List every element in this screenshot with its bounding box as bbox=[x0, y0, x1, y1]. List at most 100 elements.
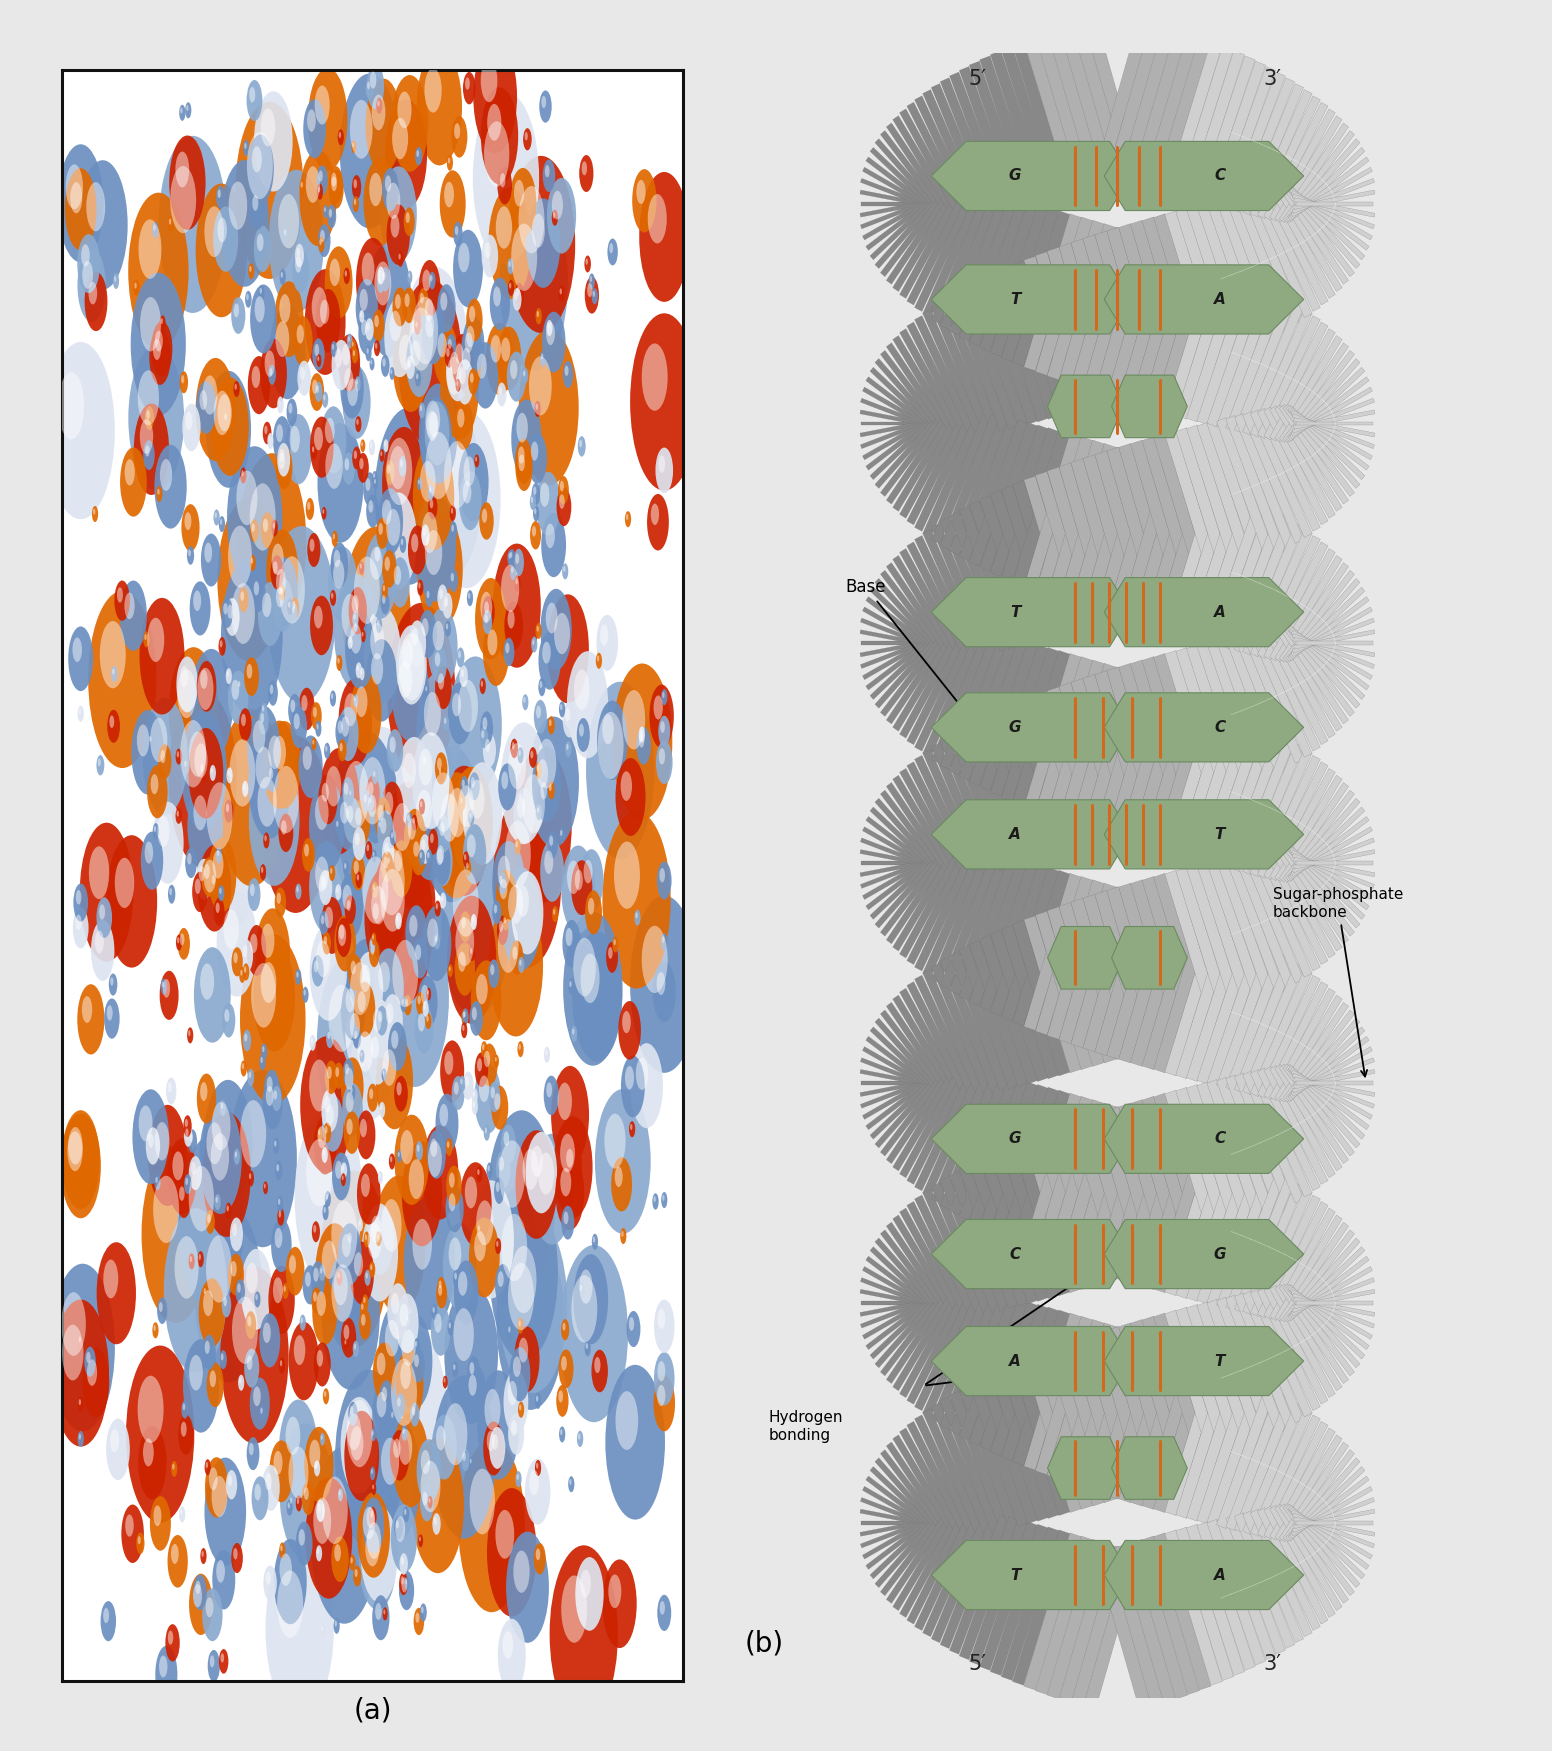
Circle shape bbox=[372, 1485, 374, 1490]
Polygon shape bbox=[1083, 674, 1141, 835]
Circle shape bbox=[372, 476, 379, 490]
Polygon shape bbox=[1094, 1114, 1152, 1275]
Circle shape bbox=[449, 967, 450, 972]
Polygon shape bbox=[871, 368, 947, 441]
Circle shape bbox=[292, 249, 309, 292]
Circle shape bbox=[306, 1271, 310, 1287]
Circle shape bbox=[511, 552, 512, 559]
Polygon shape bbox=[1293, 1497, 1375, 1532]
Polygon shape bbox=[979, 203, 1038, 352]
Polygon shape bbox=[1294, 858, 1375, 877]
Text: G: G bbox=[1214, 1247, 1226, 1261]
Circle shape bbox=[417, 975, 438, 1028]
Circle shape bbox=[359, 312, 374, 355]
Circle shape bbox=[470, 1459, 472, 1464]
Circle shape bbox=[343, 527, 411, 704]
Circle shape bbox=[369, 895, 386, 940]
Circle shape bbox=[335, 348, 341, 368]
Circle shape bbox=[366, 65, 385, 109]
Circle shape bbox=[341, 1234, 351, 1257]
Polygon shape bbox=[1153, 476, 1211, 634]
Circle shape bbox=[400, 1576, 404, 1585]
Circle shape bbox=[228, 1070, 296, 1247]
Circle shape bbox=[154, 1175, 178, 1243]
Circle shape bbox=[449, 569, 458, 592]
Polygon shape bbox=[1226, 854, 1285, 995]
Polygon shape bbox=[1257, 755, 1321, 879]
Polygon shape bbox=[880, 1450, 951, 1541]
Circle shape bbox=[435, 937, 438, 942]
Circle shape bbox=[422, 756, 425, 765]
Circle shape bbox=[338, 1490, 341, 1495]
Polygon shape bbox=[979, 496, 1038, 644]
Circle shape bbox=[539, 632, 560, 690]
Circle shape bbox=[106, 1418, 130, 1480]
Circle shape bbox=[312, 338, 324, 371]
Circle shape bbox=[385, 557, 390, 571]
Polygon shape bbox=[860, 179, 942, 214]
Circle shape bbox=[508, 1326, 511, 1333]
Circle shape bbox=[508, 257, 514, 275]
Circle shape bbox=[199, 865, 205, 881]
Circle shape bbox=[386, 182, 400, 219]
Circle shape bbox=[258, 777, 276, 826]
Circle shape bbox=[96, 898, 112, 939]
Circle shape bbox=[248, 728, 290, 839]
Circle shape bbox=[309, 1059, 329, 1112]
Circle shape bbox=[503, 1632, 514, 1658]
Circle shape bbox=[608, 1574, 621, 1607]
Polygon shape bbox=[1270, 109, 1335, 221]
Circle shape bbox=[515, 284, 525, 306]
Circle shape bbox=[351, 1014, 391, 1119]
Polygon shape bbox=[1274, 186, 1342, 291]
Circle shape bbox=[365, 1530, 379, 1567]
Polygon shape bbox=[1071, 1546, 1128, 1707]
Circle shape bbox=[369, 357, 374, 371]
Circle shape bbox=[427, 590, 430, 599]
Circle shape bbox=[157, 816, 169, 847]
Circle shape bbox=[366, 82, 369, 89]
Circle shape bbox=[379, 524, 383, 534]
Circle shape bbox=[267, 432, 273, 448]
Circle shape bbox=[282, 226, 289, 243]
Circle shape bbox=[433, 322, 458, 385]
Polygon shape bbox=[990, 930, 1048, 1082]
Circle shape bbox=[417, 1534, 424, 1548]
Circle shape bbox=[498, 1620, 526, 1691]
Circle shape bbox=[481, 681, 483, 686]
Circle shape bbox=[435, 651, 441, 667]
Polygon shape bbox=[1197, 56, 1256, 205]
Polygon shape bbox=[863, 1266, 944, 1317]
Circle shape bbox=[442, 714, 449, 732]
Circle shape bbox=[345, 368, 354, 390]
Circle shape bbox=[360, 289, 368, 310]
Circle shape bbox=[422, 1002, 428, 1017]
Circle shape bbox=[275, 1140, 276, 1147]
Polygon shape bbox=[1234, 298, 1294, 434]
Circle shape bbox=[182, 711, 227, 830]
Text: T: T bbox=[1215, 826, 1225, 842]
Circle shape bbox=[286, 1247, 304, 1296]
Circle shape bbox=[199, 1103, 242, 1213]
Circle shape bbox=[509, 1347, 531, 1401]
Circle shape bbox=[461, 1079, 462, 1084]
Circle shape bbox=[404, 1196, 455, 1329]
Polygon shape bbox=[1083, 16, 1141, 177]
Circle shape bbox=[248, 755, 300, 886]
Circle shape bbox=[369, 546, 382, 580]
Circle shape bbox=[369, 1508, 377, 1527]
Polygon shape bbox=[1058, 1103, 1116, 1264]
Polygon shape bbox=[1284, 1010, 1355, 1101]
Circle shape bbox=[354, 982, 376, 1037]
Circle shape bbox=[553, 210, 559, 226]
Circle shape bbox=[261, 961, 276, 1003]
Circle shape bbox=[476, 1166, 483, 1182]
Circle shape bbox=[310, 1446, 379, 1623]
Circle shape bbox=[560, 289, 562, 294]
Circle shape bbox=[314, 1343, 331, 1387]
Polygon shape bbox=[1290, 1508, 1369, 1569]
Polygon shape bbox=[1274, 116, 1342, 222]
Polygon shape bbox=[1001, 648, 1058, 800]
Circle shape bbox=[341, 1319, 357, 1357]
Polygon shape bbox=[1105, 142, 1304, 210]
